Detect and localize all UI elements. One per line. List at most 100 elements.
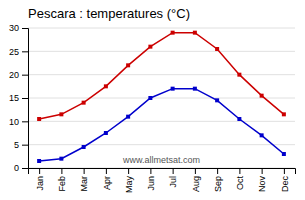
- marker: [260, 94, 264, 98]
- marker: [126, 63, 130, 67]
- tick-mark: [262, 168, 263, 174]
- tick-mark: [22, 28, 28, 29]
- tick: Jul: [168, 168, 178, 188]
- marker: [148, 45, 152, 49]
- tick: Nov: [257, 168, 267, 192]
- tick-label: Sep: [213, 176, 223, 192]
- tick: 5: [14, 140, 28, 150]
- marker: [104, 131, 108, 135]
- tick-label: Mar: [79, 176, 89, 192]
- tick-mark: [195, 168, 196, 174]
- tick-label: 0: [14, 163, 19, 173]
- tick: Feb: [57, 168, 67, 192]
- marker: [282, 152, 286, 156]
- tick-label: May: [124, 176, 134, 194]
- tick-label: Nov: [257, 176, 267, 193]
- tick: Jun: [146, 168, 156, 191]
- title: Pescara : temperatures (°C): [28, 6, 190, 21]
- tick-mark: [284, 168, 285, 174]
- marker: [37, 159, 41, 163]
- marker: [126, 115, 130, 119]
- tick-label: Jan: [35, 176, 45, 191]
- tick-mark: [22, 51, 28, 52]
- plot: 0 5 10 15 20 25 30 Jan Feb Mar Apr May Jun Jul Aug Sep O…: [9, 23, 296, 193]
- tick: 15: [9, 93, 28, 103]
- marker: [37, 117, 41, 121]
- tick: Apr: [102, 168, 112, 190]
- tick-label: 5: [14, 140, 19, 150]
- tick-label: Oct: [235, 176, 245, 191]
- y-axis: 0 5 10 15 20 25 30: [9, 23, 29, 173]
- tick-mark: [22, 75, 28, 76]
- marker: [260, 133, 264, 137]
- tick: 0: [14, 163, 28, 173]
- tick: 20: [9, 70, 28, 80]
- tick: 30: [9, 23, 28, 33]
- grid-line: [28, 74, 295, 75]
- tick-mark: [22, 98, 28, 99]
- tick-label: Aug: [191, 176, 201, 192]
- tick-mark: [106, 168, 107, 174]
- axis-line: [22, 29, 29, 169]
- marker: [215, 47, 219, 51]
- tick-label: 10: [9, 117, 19, 127]
- marker: [237, 73, 241, 77]
- tick-label: Apr: [102, 176, 112, 190]
- marker: [171, 87, 175, 91]
- marker: [59, 112, 63, 116]
- x-axis: Jan Feb Mar Apr May Jun Jul Aug Sep Oct Nov Dec: [29, 168, 296, 193]
- tick: Dec: [280, 168, 290, 192]
- tick-mark: [217, 168, 218, 174]
- marker: [82, 101, 86, 105]
- marker: [59, 157, 63, 161]
- annotation: www.allmetsat.com: [122, 155, 200, 165]
- tick-label: 15: [9, 93, 19, 103]
- series: [37, 31, 286, 121]
- grid-line: [28, 144, 295, 145]
- marker: [193, 31, 197, 35]
- marker: [82, 145, 86, 149]
- marker: [282, 112, 286, 116]
- tick: Aug: [191, 168, 201, 192]
- tick: Oct: [235, 168, 245, 190]
- tick-label: Feb: [57, 176, 67, 192]
- tick: May: [124, 168, 134, 193]
- tick-mark: [239, 168, 240, 174]
- tick-mark: [22, 145, 28, 146]
- tick-label: Dec: [280, 176, 290, 193]
- tick-mark: [173, 168, 174, 174]
- tick-mark: [39, 168, 40, 174]
- tick: Mar: [79, 168, 89, 192]
- tick-label: 30: [9, 23, 19, 33]
- axis-line: [29, 169, 296, 175]
- marker: [171, 31, 175, 35]
- line: [39, 33, 284, 119]
- tick: 10: [9, 117, 28, 127]
- series-group: [37, 31, 286, 163]
- line: [39, 89, 284, 161]
- grid-line: [28, 28, 295, 29]
- tick-label: Jun: [146, 176, 156, 191]
- marker: [104, 84, 108, 88]
- marker: [193, 87, 197, 91]
- tick-label: 20: [9, 70, 19, 80]
- chart: Pescara : temperatures (°C) 0 5 10 15 20 25 30 J…: [0, 0, 305, 200]
- marker: [148, 96, 152, 100]
- tick: Sep: [213, 168, 223, 192]
- grid-line: [28, 98, 295, 99]
- tick-label: 25: [9, 47, 19, 57]
- tick: Jan: [35, 168, 45, 191]
- tick: 25: [9, 47, 28, 57]
- tick-mark: [61, 168, 62, 174]
- tick-mark: [84, 168, 85, 174]
- tick-label: Jul: [168, 176, 178, 188]
- tick-mark: [22, 121, 28, 122]
- grid-line: [28, 51, 295, 52]
- marker: [237, 117, 241, 121]
- grid: [28, 28, 295, 168]
- series: [37, 87, 286, 163]
- marker: [215, 98, 219, 102]
- grid-line: [28, 121, 295, 122]
- tick-mark: [150, 168, 151, 174]
- tick-mark: [128, 168, 129, 174]
